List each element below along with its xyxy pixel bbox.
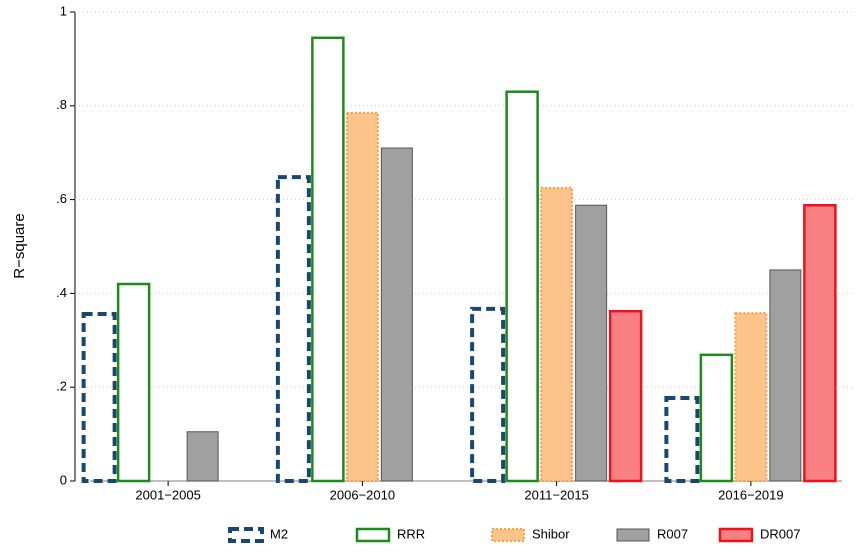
y-tick-label: 0 bbox=[60, 472, 67, 487]
bar bbox=[275, 175, 311, 483]
x-tick-label: 2006−2010 bbox=[330, 487, 395, 502]
legend-label: Shibor bbox=[532, 526, 570, 541]
legend-label: M2 bbox=[270, 526, 288, 541]
legend-swatch bbox=[355, 527, 391, 543]
bar bbox=[505, 90, 539, 483]
legend-swatch bbox=[718, 527, 754, 543]
y-tick-label: .6 bbox=[56, 191, 67, 206]
legend-label: RRR bbox=[397, 526, 425, 541]
bar bbox=[81, 312, 117, 484]
bar bbox=[575, 204, 608, 482]
legend-label: R007 bbox=[657, 526, 688, 541]
legend-swatch bbox=[491, 528, 525, 542]
y-tick-label: .2 bbox=[56, 379, 67, 394]
legend-swatch bbox=[616, 528, 650, 542]
bar bbox=[803, 203, 837, 483]
y-tick-label: .4 bbox=[56, 285, 67, 300]
bar bbox=[380, 147, 413, 482]
y-tick-label: 1 bbox=[60, 3, 67, 18]
bar bbox=[186, 431, 219, 482]
bar bbox=[116, 282, 151, 483]
legend-swatch bbox=[228, 527, 264, 543]
bar bbox=[345, 111, 379, 483]
x-tick-label: 2011−2015 bbox=[524, 487, 588, 502]
bar bbox=[734, 312, 768, 482]
legend-label: DR007 bbox=[760, 526, 800, 541]
bar bbox=[311, 36, 345, 483]
x-tick-label: 2001−2005 bbox=[135, 487, 200, 502]
bar bbox=[608, 309, 643, 483]
y-axis-title: R−square bbox=[11, 213, 28, 278]
bar bbox=[699, 353, 734, 483]
x-tick-label: 2016−2019 bbox=[718, 487, 783, 502]
bar bbox=[664, 395, 700, 483]
bar bbox=[769, 269, 802, 482]
y-tick-label: .8 bbox=[56, 97, 67, 112]
bar bbox=[540, 186, 574, 482]
bar bbox=[470, 306, 506, 484]
